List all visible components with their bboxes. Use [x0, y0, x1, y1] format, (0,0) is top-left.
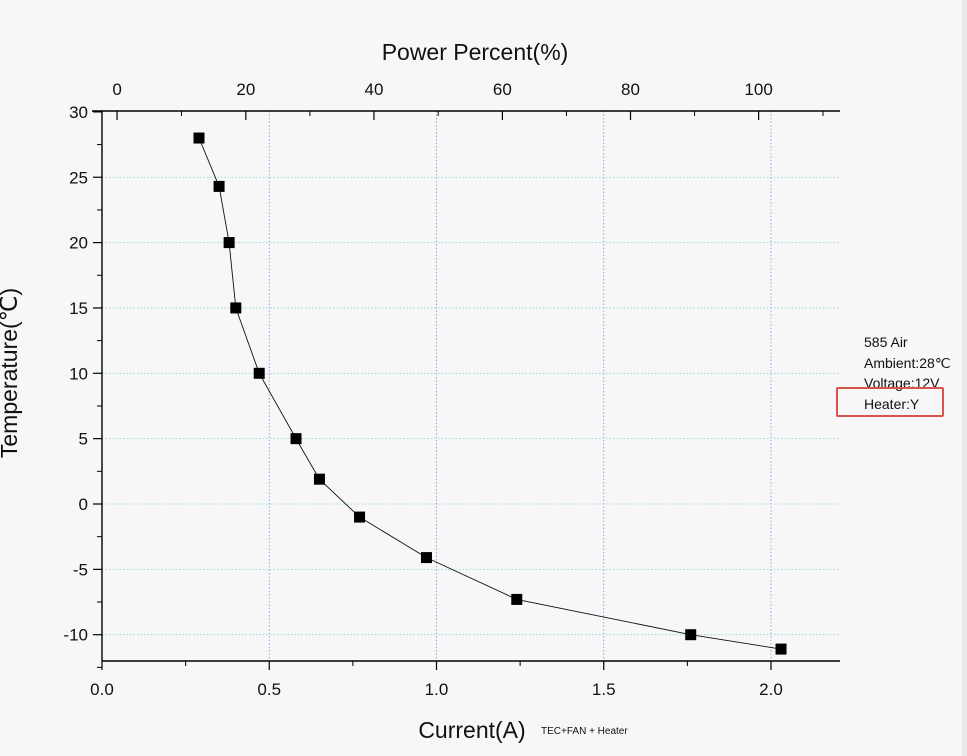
y-axis-title: Temperature(℃)	[0, 288, 22, 458]
y-tick-label: -10	[63, 626, 88, 645]
data-point	[354, 511, 366, 523]
data-series	[193, 132, 787, 655]
data-point	[253, 367, 265, 379]
x-tick-label: 0.0	[90, 680, 114, 699]
note-line-ambient: Ambient:28℃	[864, 354, 951, 371]
y-tick-label: 25	[69, 168, 88, 187]
y-tick-label: 0	[79, 495, 88, 514]
data-point	[420, 552, 432, 564]
top-tick-label: 80	[621, 80, 640, 99]
data-point	[230, 302, 242, 314]
data-point	[685, 629, 697, 641]
x-axis-note: TEC+FAN + Heater	[541, 726, 628, 737]
data-point	[213, 180, 225, 192]
x-tick-label: 2.0	[759, 680, 783, 699]
y-tick-label: 10	[69, 364, 88, 383]
x-tick-label: 1.0	[425, 680, 449, 699]
top-tick-label: 20	[236, 80, 255, 99]
note-line-model: 585 Air	[864, 334, 908, 350]
data-point	[775, 643, 787, 655]
top-tick-label: 60	[493, 80, 512, 99]
top-axis-title: Power Percent(%)	[382, 39, 569, 65]
x-tick-label: 0.5	[257, 680, 281, 699]
scrollbar-track	[962, 0, 967, 756]
y-tick-label: 30	[69, 103, 88, 122]
x-tick-label: 1.5	[592, 680, 616, 699]
top-tick-label: 100	[744, 80, 772, 99]
y-tick-label: 20	[69, 234, 88, 253]
note-line-heater: Heater:Y	[864, 395, 920, 412]
y-tick-label: 5	[79, 430, 88, 449]
grid-lines	[102, 111, 840, 661]
axes: 30 25 20 15 10 5 0 -5 -10 0.0 0.5 1.0 1.5 2.0 0 20 40 60 8…	[63, 80, 840, 699]
top-tick-label: 40	[364, 80, 383, 99]
series-line	[198, 137, 782, 650]
top-tick-label: 0	[112, 80, 121, 99]
data-point	[313, 473, 325, 485]
data-point	[290, 433, 302, 445]
data-point	[193, 132, 205, 144]
heater-highlight-box	[836, 387, 944, 417]
y-tick-label: -5	[73, 560, 88, 579]
x-axis-title: Current(A)	[418, 717, 525, 743]
data-point	[223, 237, 235, 249]
data-point	[511, 593, 523, 605]
y-tick-label: 15	[69, 299, 88, 318]
